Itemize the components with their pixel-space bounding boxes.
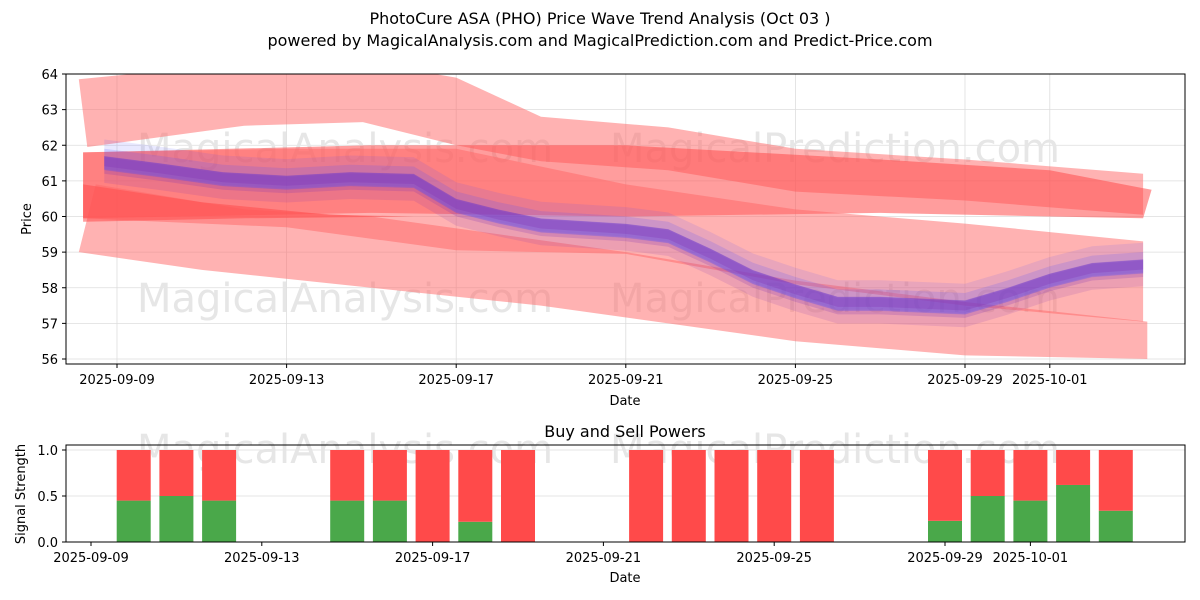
- wave-layer: [104, 156, 1144, 318]
- buy-bar: [458, 521, 493, 542]
- sell-bar: [372, 450, 407, 501]
- buy-bar: [116, 500, 151, 542]
- sell-bar: [458, 450, 493, 522]
- buy-bar: [1013, 500, 1048, 542]
- y-tick-label: 64: [41, 68, 58, 83]
- bottom-x-axis-label: Date: [609, 571, 640, 586]
- sell-bar: [1013, 450, 1048, 501]
- sell-bar: [671, 450, 706, 542]
- x-tick-label: 2025-10-01: [993, 551, 1069, 566]
- buy-sell-panel: MagicalAnalysis.comMagicalPrediction.com…: [14, 422, 1186, 586]
- sell-bar: [501, 450, 535, 542]
- wave-layer: [104, 157, 1144, 328]
- x-tick-label: 2025-09-25: [758, 373, 834, 388]
- buy-bar: [1056, 484, 1091, 542]
- buy-bar: [330, 500, 365, 542]
- top-y-axis-label: Price: [20, 203, 35, 235]
- y-tick-label: 59: [41, 246, 58, 261]
- sell-bar: [415, 450, 450, 542]
- x-tick-label: 2025-09-21: [588, 373, 664, 388]
- buy-bar: [1098, 510, 1133, 542]
- top-ticks: 56 57 58 59 60 61 62 63 64 2025-09-09 2025-09-13 20…: [41, 68, 1087, 388]
- sell-bar: [330, 450, 365, 501]
- sell-bar: [757, 450, 792, 542]
- buy-bar: [970, 496, 1005, 542]
- y-tick-label: 1.0: [37, 444, 58, 459]
- x-tick-label: 2025-09-09: [53, 551, 129, 566]
- x-tick-label: 2025-09-17: [418, 373, 494, 388]
- buy-bar: [159, 496, 194, 542]
- y-tick-label: 63: [41, 104, 58, 119]
- sell-bar: [1098, 450, 1133, 511]
- wave-layer: [104, 148, 1144, 315]
- x-tick-label: 2025-09-17: [395, 551, 471, 566]
- x-tick-label: 2025-09-13: [249, 373, 325, 388]
- y-tick-label: 62: [41, 139, 58, 154]
- sell-bar: [116, 450, 151, 501]
- price-wave-panel: MagicalAnalysis.comMagicalPrediction.com…: [20, 68, 1186, 409]
- middle-light-band: [83, 148, 1144, 322]
- y-tick-label: 61: [41, 175, 58, 190]
- y-tick-label: 57: [41, 317, 58, 332]
- lower-support-band: [78, 184, 1148, 359]
- bottom-axes-frame: [65, 444, 1186, 543]
- y-tick-label: 0.5: [37, 490, 58, 505]
- x-tick-label: 2025-09-09: [79, 373, 155, 388]
- buy-bar: [928, 520, 962, 542]
- sell-bar: [799, 450, 834, 542]
- bottom-bars: [116, 450, 1133, 542]
- sell-bar: [970, 450, 1005, 496]
- sell-bar: [714, 450, 749, 542]
- top-bands: [78, 74, 1152, 359]
- x-tick-label: 2025-09-21: [566, 551, 642, 566]
- x-tick-label: 2025-09-13: [224, 551, 300, 566]
- sell-bar: [1056, 450, 1091, 485]
- y-tick-label: 0.0: [37, 536, 58, 551]
- sell-bar: [159, 450, 194, 496]
- sell-bar: [629, 450, 664, 542]
- wave-layer: [104, 139, 1144, 314]
- x-tick-label: 2025-09-29: [927, 373, 1003, 388]
- bottom-y-axis-label: Signal Strength: [14, 444, 29, 544]
- chart-title: PhotoCure ASA (PHO) Price Wave Trend Ana…: [369, 9, 831, 28]
- y-tick-label: 58: [41, 282, 58, 297]
- sell-bar: [202, 450, 237, 501]
- lower-core-wedge: [83, 184, 414, 222]
- buy-bar: [202, 500, 237, 542]
- sell-bar: [928, 450, 962, 521]
- top-wave: [104, 139, 1144, 328]
- y-tick-label: 56: [41, 353, 58, 368]
- x-tick-label: 2025-10-01: [1012, 373, 1088, 388]
- chart-subtitle: powered by MagicalAnalysis.com and Magic…: [267, 31, 933, 50]
- bottom-chart-title: Buy and Sell Powers: [544, 422, 706, 441]
- bottom-ticks: 0.0 0.5 1.0 2025-09-09 2025-09-13 2025-09-17 2…: [37, 444, 1068, 566]
- wave-layer: [104, 156, 1144, 311]
- wave-layer: [104, 156, 1144, 315]
- x-tick-label: 2025-09-25: [736, 551, 812, 566]
- x-tick-label: 2025-09-29: [907, 551, 983, 566]
- top-x-axis-label: Date: [609, 394, 640, 409]
- y-tick-label: 60: [41, 211, 58, 226]
- buy-bar: [372, 500, 407, 542]
